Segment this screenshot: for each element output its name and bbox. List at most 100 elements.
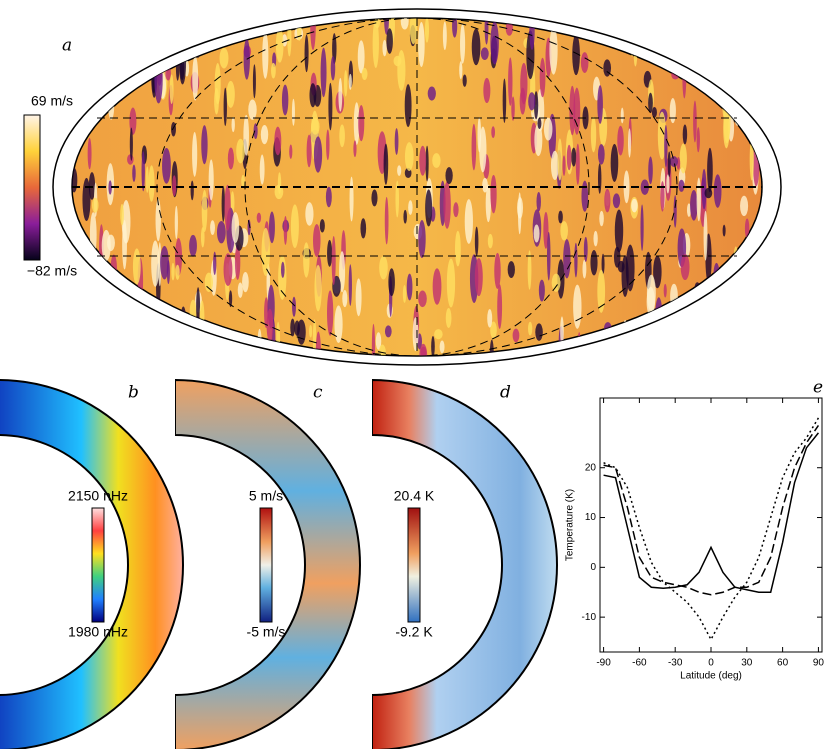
y-tick-label: 0 [590,562,596,573]
map-texture [718,271,723,312]
map-texture [199,300,204,333]
map-texture [209,159,214,200]
map-texture [262,32,268,79]
map-texture [92,70,95,116]
map-texture [584,237,588,262]
map-texture [535,323,543,340]
map-texture [475,227,479,257]
map-texture [418,290,427,307]
map-texture [222,186,225,222]
map-texture [248,100,256,120]
map-texture [258,329,262,357]
map-texture [697,127,700,152]
map-texture [472,29,481,66]
map-texture [320,219,325,232]
map-texture [242,272,249,292]
y-tick-label: 10 [585,512,597,523]
map-texture [664,125,667,167]
map-texture [294,320,300,335]
map-texture [372,324,375,373]
map-texture [670,98,676,123]
map-texture [89,96,96,124]
map-texture [693,100,697,142]
map-texture [681,254,690,280]
map-texture [697,178,702,222]
map-texture [290,319,295,337]
map-texture [305,202,313,226]
map-texture [549,26,557,74]
map-texture [382,40,386,57]
map-texture [705,323,709,361]
map-texture [176,55,179,80]
map-texture [291,204,299,248]
map-texture [539,280,545,302]
map-texture [127,32,132,49]
map-texture [103,264,106,286]
map-texture [615,210,623,253]
map-texture [321,48,327,98]
colorbar-label: -5 m/s [247,624,286,640]
map-texture [652,107,657,118]
map-texture [125,15,134,60]
map-texture [759,17,763,28]
map-texture [528,92,535,110]
map-texture [690,190,698,221]
map-texture [560,221,568,240]
map-texture [557,138,562,180]
map-texture [604,328,610,363]
map-texture [611,144,619,182]
map-texture [151,240,159,286]
map-texture [486,184,491,222]
map-texture [118,85,124,101]
map-texture [314,265,321,312]
map-texture [115,347,120,357]
data-line [604,425,819,594]
map-texture [260,155,265,185]
map-texture [130,39,135,80]
map-texture [621,326,629,346]
map-texture [511,96,514,120]
map-texture [191,181,194,201]
map-texture [189,11,198,59]
map-texture [81,348,89,359]
map-texture [630,18,634,57]
map-texture [362,68,368,80]
x-tick-label: -30 [668,658,683,669]
map-texture [453,202,458,217]
map-texture [745,218,749,238]
map-texture [316,331,321,372]
map-texture [198,322,204,352]
map-texture [604,189,610,213]
map-texture [271,63,276,79]
map-texture [662,338,670,354]
map-texture [513,329,520,343]
map-texture [292,99,295,126]
map-texture [92,198,99,213]
map-texture [338,78,342,112]
map-texture [403,285,406,303]
map-texture [562,155,565,175]
map-texture [228,148,234,170]
map-texture [628,128,631,157]
map-texture [171,263,174,281]
map-texture [190,300,197,325]
map-texture [434,329,443,339]
map-texture [640,204,643,251]
map-texture [719,58,723,80]
map-texture [722,76,726,118]
map-texture [287,19,291,57]
map-texture [520,88,526,115]
map-texture [261,125,268,144]
map-texture [452,15,457,38]
x-tick-label: -90 [596,658,611,669]
x-tick-label: 30 [741,658,753,669]
map-texture [90,212,97,257]
map-texture [344,70,347,97]
map-texture [156,2,159,44]
map-texture [257,213,261,223]
map-texture [284,216,287,245]
map-texture [349,264,352,306]
map-texture [175,265,179,280]
map-texture [167,260,170,284]
map-texture [371,190,377,207]
